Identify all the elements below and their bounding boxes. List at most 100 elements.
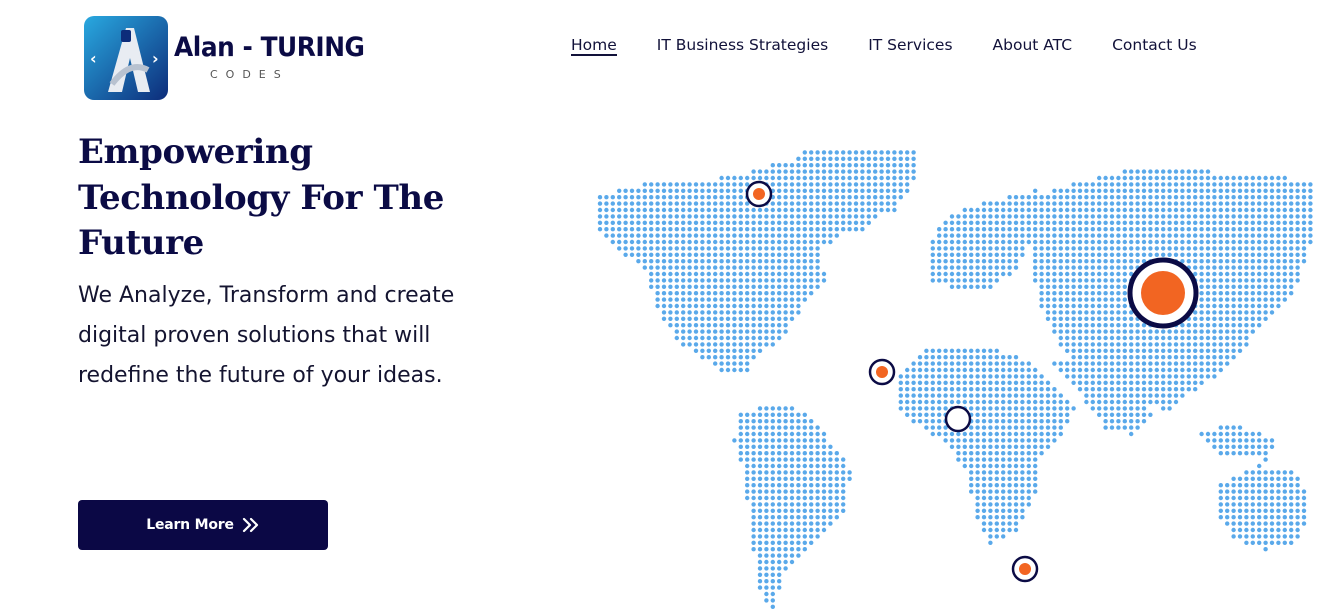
map-dot xyxy=(1289,521,1294,526)
marker-west-africa[interactable] xyxy=(868,358,896,386)
map-dot xyxy=(738,316,743,321)
map-dot xyxy=(1103,278,1108,283)
map-dot xyxy=(943,367,948,373)
map-dot xyxy=(1244,438,1249,443)
map-dot xyxy=(1199,227,1204,232)
map-dot xyxy=(1039,284,1044,289)
map-dot xyxy=(1033,451,1038,456)
map-dot xyxy=(885,201,891,206)
logo[interactable]: ‹ › Alan - TURING CODES xyxy=(82,14,372,102)
map-dot xyxy=(937,355,942,360)
map-dot xyxy=(962,438,967,443)
map-dot xyxy=(796,291,801,296)
map-dot xyxy=(994,207,999,213)
learn-more-button[interactable]: Learn More xyxy=(78,500,328,550)
map-dot xyxy=(1033,252,1038,257)
map-dot xyxy=(949,220,955,225)
map-dot xyxy=(770,489,775,494)
map-dot xyxy=(1237,431,1243,437)
map-dot xyxy=(732,284,737,289)
map-dot xyxy=(668,323,673,328)
nav-home[interactable]: Home xyxy=(571,36,617,56)
nav-it-services[interactable]: IT Services xyxy=(868,36,953,54)
map-dot xyxy=(1212,278,1217,283)
map-dot xyxy=(668,291,673,296)
map-dot xyxy=(1225,195,1230,200)
marker-north-atlantic[interactable] xyxy=(745,180,773,208)
map-dot xyxy=(879,150,884,155)
map-dot xyxy=(1212,182,1217,187)
map-dot xyxy=(828,463,833,469)
map-dot xyxy=(1225,233,1230,238)
map-dot xyxy=(796,278,801,283)
map-dot xyxy=(1148,227,1153,232)
map-dot xyxy=(655,278,660,283)
map-dot xyxy=(796,476,801,481)
map-dot xyxy=(828,175,833,181)
map-dot xyxy=(693,271,699,277)
map-dot xyxy=(1071,297,1076,302)
map-dot xyxy=(1001,502,1006,507)
map-dot xyxy=(1263,182,1268,187)
map-dot xyxy=(1090,361,1095,366)
map-dot xyxy=(1173,233,1179,238)
map-dot xyxy=(1212,303,1217,309)
map-dot xyxy=(1135,207,1140,213)
map-dot xyxy=(1052,207,1057,213)
map-dot xyxy=(1263,233,1268,238)
map-dot xyxy=(969,438,974,443)
map-dot xyxy=(969,214,974,219)
map-dot xyxy=(757,444,763,449)
map-dot xyxy=(751,540,756,545)
map-dot xyxy=(783,431,788,437)
map-dot xyxy=(1282,214,1287,219)
nav-it-business-strategies[interactable]: IT Business Strategies xyxy=(656,36,829,54)
map-dot xyxy=(783,239,788,245)
map-dot xyxy=(1013,201,1019,206)
map-dot xyxy=(1225,335,1230,341)
map-dot xyxy=(661,207,667,213)
map-dot xyxy=(809,527,814,533)
map-dot xyxy=(1013,406,1019,411)
map-dot xyxy=(1282,227,1287,232)
map-dot xyxy=(732,310,737,315)
map-dot xyxy=(687,291,692,296)
map-dot xyxy=(1084,355,1089,360)
map-dot xyxy=(981,259,987,264)
map-dot xyxy=(1007,195,1012,200)
map-dot xyxy=(834,233,839,238)
map-dot xyxy=(847,188,852,193)
map-dot xyxy=(860,169,865,174)
marker-asia[interactable] xyxy=(1127,257,1199,329)
map-dot xyxy=(1007,502,1012,507)
map-dot xyxy=(789,508,795,513)
map-dot xyxy=(1103,316,1108,321)
map-dot xyxy=(796,489,801,494)
map-dot xyxy=(751,252,756,257)
map-dot xyxy=(687,259,692,264)
map-dot xyxy=(636,188,641,193)
map-dot xyxy=(1116,412,1121,417)
map-dot xyxy=(745,431,750,437)
map-dot xyxy=(681,252,686,257)
map-dot xyxy=(1020,470,1025,475)
map-dot xyxy=(1173,207,1179,213)
map-dot xyxy=(693,246,699,251)
map-dot xyxy=(809,438,814,443)
map-dot xyxy=(994,374,999,379)
map-dot xyxy=(1308,188,1313,193)
map-dot xyxy=(1289,233,1294,238)
map-dot xyxy=(725,291,731,296)
map-dot xyxy=(988,431,993,437)
nav-contact-us[interactable]: Contact Us xyxy=(1112,36,1197,54)
map-dot xyxy=(1065,265,1070,270)
map-dot xyxy=(1250,271,1255,277)
map-dot xyxy=(1103,291,1108,296)
map-dot xyxy=(1065,419,1070,424)
map-dot xyxy=(789,227,795,232)
nav-about-atc[interactable]: About ATC xyxy=(992,36,1073,54)
map-dot xyxy=(1007,483,1012,488)
map-dot xyxy=(796,201,801,206)
marker-central-africa[interactable] xyxy=(944,405,972,433)
marker-south-atlantic[interactable] xyxy=(1011,555,1039,583)
